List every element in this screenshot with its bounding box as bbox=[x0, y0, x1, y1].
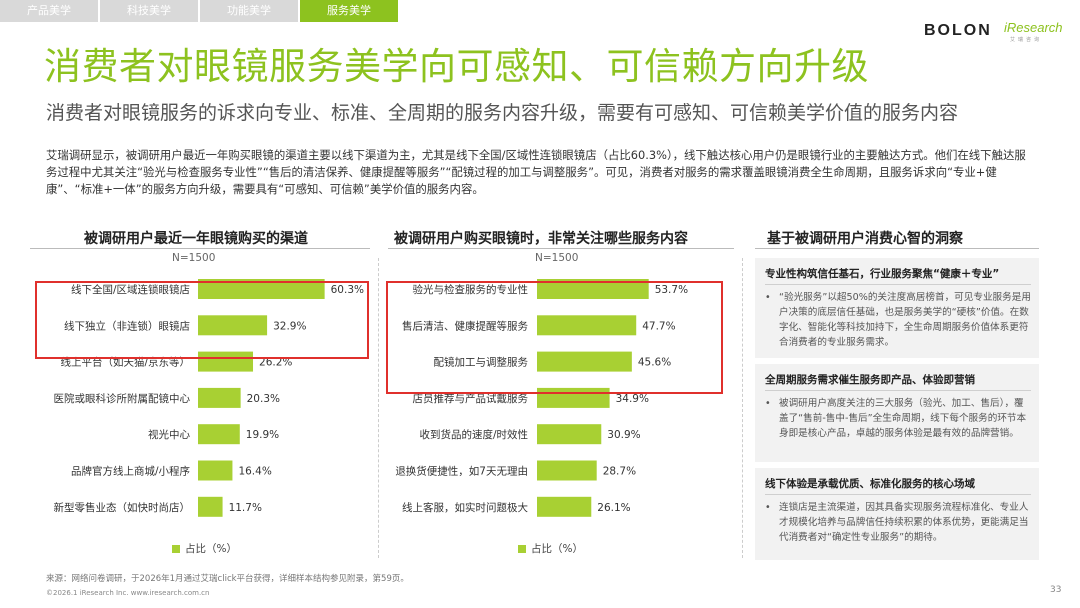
panel-divider-1 bbox=[378, 258, 379, 558]
chart2-category-label: 收到货品的速度/时效性 bbox=[419, 428, 528, 441]
tab-service-aesthetics[interactable]: 服务美学 bbox=[300, 0, 398, 22]
insights-title-rule bbox=[755, 248, 1039, 249]
section-tabs: 产品美学 科技美学 功能美学 服务美学 bbox=[0, 0, 400, 22]
chart1-category-label: 新型零售业态（如快时尚店） bbox=[54, 501, 191, 514]
chart1-value-label: 20.3% bbox=[247, 393, 280, 405]
chart2-category-label: 线上客服，如实时问题极大 bbox=[402, 501, 528, 514]
chart1-bar bbox=[198, 424, 240, 445]
chart1-bar bbox=[198, 387, 241, 408]
insight-3-rule bbox=[765, 494, 1031, 495]
chart1-title: 被调研用户最近一年眼镜购买的渠道 bbox=[84, 231, 308, 247]
intro-paragraph: 艾瑞调研显示，被调研用户最近一年购买眼镜的渠道主要以线下渠道为主，尤其是线下全国… bbox=[46, 148, 1026, 196]
chart2-title-rule bbox=[388, 248, 734, 249]
iresearch-logo-subtext: 艾瑞咨询 bbox=[1010, 37, 1043, 43]
chart1-value-label: 16.4% bbox=[238, 466, 271, 478]
insight-1-heading: 专业性构筑信任基石，行业服务聚焦“健康＋专业” bbox=[765, 268, 1000, 280]
panel-divider-2 bbox=[742, 258, 743, 558]
chart2-bar bbox=[537, 279, 649, 299]
chart2-sample-size: N=1500 bbox=[535, 252, 579, 264]
chart2-bars: 验光与检查服务的专业性 53.7% 售后清洁、健康提醒等服务 47.7% 配镜加工与调整… bbox=[395, 279, 688, 517]
insight-card-2: 全周期服务需求催生服务即产品、体验即营销 • 被调研用户高度关注的三大服务（验光… bbox=[755, 364, 1039, 462]
chart1-highlight-box bbox=[35, 281, 369, 359]
chart2-legend: 占比（%） bbox=[518, 541, 583, 556]
insight-2-rule bbox=[765, 390, 1031, 391]
chart2-bar bbox=[537, 315, 637, 336]
page-number: 33 bbox=[1050, 585, 1062, 595]
insight-3-heading: 线下体验是承载优质、标准化服务的核心场域 bbox=[765, 478, 975, 490]
chart1-bar bbox=[198, 351, 254, 372]
chart1-category-label: 线下全国/区域连锁眼镜店 bbox=[71, 283, 190, 296]
chart1-value-label: 32.9% bbox=[273, 320, 306, 332]
insight-card-3: 线下体验是承载优质、标准化服务的核心场域 • 连锁店是主流渠道，因其具备实现服务… bbox=[755, 468, 1039, 560]
chart2-category-label: 退换货便捷性，如7天无理由 bbox=[395, 465, 528, 478]
insights-title: 基于被调研用户消费心智的洞察 bbox=[767, 231, 963, 247]
chart2-bar bbox=[537, 351, 632, 372]
chart2-value-label: 47.7% bbox=[642, 320, 675, 332]
chart2-category-label: 售后清洁、健康提醒等服务 bbox=[402, 319, 528, 332]
chart1-bar bbox=[198, 315, 268, 336]
chart2-bar bbox=[537, 424, 602, 445]
bolon-logo-text: BOLON bbox=[924, 22, 992, 39]
chart1-category-label: 品牌官方线上商城/小程序 bbox=[71, 465, 190, 478]
chart1-title-rule bbox=[30, 248, 370, 249]
chart1-legend: 占比（%） bbox=[172, 541, 237, 556]
brand-logo: BOLON iResearch 艾瑞咨询 bbox=[924, 18, 1074, 46]
chart1-bars: 线下全国/区域连锁眼镜店 60.3%线下独立（非连锁）眼镜店 32.9%线上平台（如… bbox=[54, 279, 364, 517]
chart1-category-label: 线下独立（非连锁）眼镜店 bbox=[64, 319, 190, 332]
tab-product-aesthetics[interactable]: 产品美学 bbox=[0, 0, 98, 22]
chart1-sample-size: N=1500 bbox=[172, 252, 216, 264]
chart1-value-label: 60.3% bbox=[331, 284, 364, 296]
chart1-bar bbox=[198, 279, 325, 299]
chart1-bar bbox=[198, 460, 233, 481]
chart2-category-label: 店员推荐与产品试戴服务 bbox=[413, 392, 529, 405]
chart2-value-label: 53.7% bbox=[655, 284, 688, 296]
chart2-bar bbox=[537, 496, 592, 517]
insight-2-heading: 全周期服务需求催生服务即产品、体验即营销 bbox=[765, 374, 975, 386]
insight-3-text: 连锁店是主流渠道，因其具备实现服务流程标准化、专业人才规模化培养与品牌信任持续积… bbox=[779, 502, 1029, 543]
chart1-value-label: 26.2% bbox=[259, 357, 292, 369]
chart2-legend-swatch bbox=[518, 544, 526, 553]
chart1-category-label: 医院或眼科诊所附属配镜中心 bbox=[54, 392, 191, 405]
insight-1-rule bbox=[765, 284, 1031, 285]
chart2-highlight-box bbox=[386, 281, 723, 394]
page-title: 消费者对眼镜服务美学向可感知、可信赖方向升级 bbox=[44, 45, 869, 88]
chart2-title: 被调研用户购买眼镜时，非常关注哪些服务内容 bbox=[394, 231, 688, 247]
insight-2-body: • 被调研用户高度关注的三大服务（验光、加工、售后），覆盖了“售前-售中-售后”… bbox=[765, 396, 1031, 441]
insight-3-body: • 连锁店是主流渠道，因其具备实现服务流程标准化、专业人才规模化培养与品牌信任持… bbox=[765, 500, 1031, 545]
source-note: 来源：网络问卷调研，于2026年1月通过艾瑞click平台获得，详细样本结构参见… bbox=[46, 574, 409, 584]
chart2-category-label: 验光与检查服务的专业性 bbox=[413, 283, 529, 296]
chart2-legend-label: 占比（%） bbox=[531, 543, 583, 555]
chart1-category-label: 视光中心 bbox=[148, 428, 190, 441]
insight-1-bullet: • bbox=[765, 292, 771, 303]
chart1-value-label: 11.7% bbox=[229, 502, 262, 514]
insight-1-text: “验光服务”以超50%的关注度高居榜首，可见专业服务是用户决策的底层信任基础，也… bbox=[779, 292, 1031, 348]
insight-card-1: 专业性构筑信任基石，行业服务聚焦“健康＋专业” • “验光服务”以超50%的关注… bbox=[755, 258, 1039, 358]
chart2-value-label: 28.7% bbox=[603, 466, 636, 478]
insight-1-body: • “验光服务”以超50%的关注度高居榜首，可见专业服务是用户决策的底层信任基础… bbox=[765, 290, 1031, 350]
chart2-value-label: 34.9% bbox=[616, 393, 649, 405]
chart2-value-label: 30.9% bbox=[607, 429, 640, 441]
tab-function-aesthetics[interactable]: 功能美学 bbox=[200, 0, 298, 22]
insight-2-text: 被调研用户高度关注的三大服务（验光、加工、售后），覆盖了“售前-售中-售后”全生… bbox=[779, 398, 1027, 439]
insight-2-bullet: • bbox=[765, 398, 771, 409]
chart2-value-label: 26.1% bbox=[597, 502, 630, 514]
copyright-note: ©2026.1 iResearch Inc. www.iresearch.com… bbox=[46, 589, 210, 597]
chart2-category-label: 配镜加工与调整服务 bbox=[434, 356, 529, 369]
chart1-value-label: 19.9% bbox=[246, 429, 279, 441]
chart1-bar bbox=[198, 496, 223, 517]
tab-tech-aesthetics[interactable]: 科技美学 bbox=[100, 0, 198, 22]
insight-3-bullet: • bbox=[765, 502, 771, 513]
chart1-legend-label: 占比（%） bbox=[185, 543, 237, 555]
page-subtitle: 消费者对眼镜服务的诉求向专业、标准、全周期的服务内容升级，需要有可感知、可信赖美… bbox=[46, 102, 959, 124]
chart1-legend-swatch bbox=[172, 544, 180, 553]
iresearch-logo-text: iResearch bbox=[1004, 20, 1063, 35]
chart2-bar bbox=[537, 460, 597, 481]
chart2-value-label: 45.6% bbox=[638, 357, 671, 369]
